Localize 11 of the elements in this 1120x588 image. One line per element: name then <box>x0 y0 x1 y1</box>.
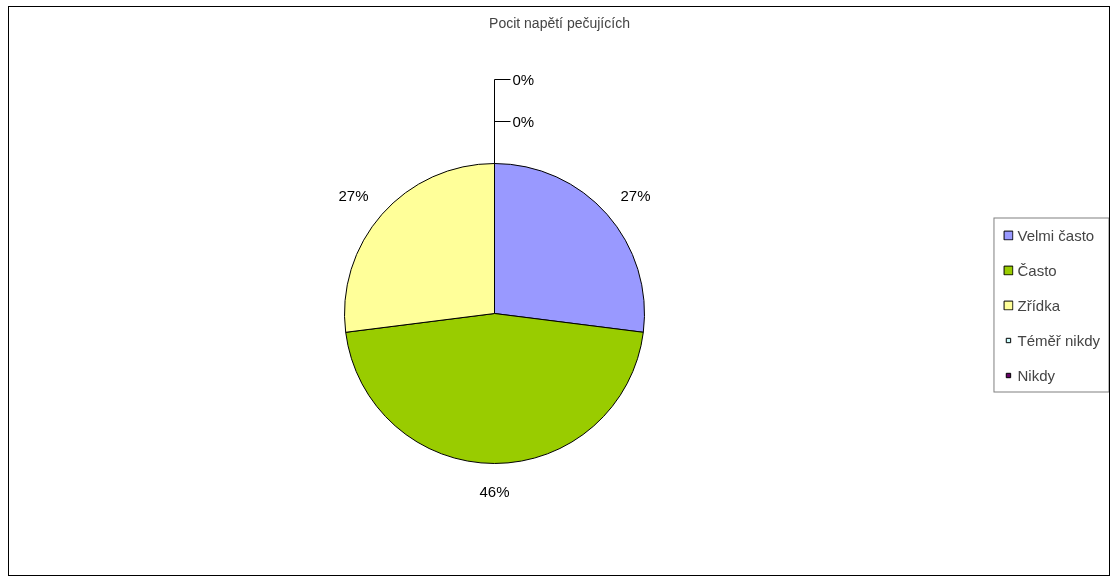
chart-title: Pocit napětí pečujících <box>489 14 630 31</box>
data-label: 27% <box>338 187 369 205</box>
data-label: 46% <box>479 483 510 500</box>
legend-label: Zřídka <box>1017 296 1060 314</box>
legend-label: Velmi často <box>1017 226 1095 244</box>
text: 0% <box>512 71 535 88</box>
legend-label: Často <box>1017 261 1057 279</box>
legend-label: Téměř nikdy <box>1017 331 1100 349</box>
data-label: 27% <box>620 187 651 205</box>
text: 0% <box>512 113 535 130</box>
legend-label: Nikdy <box>1017 366 1055 384</box>
